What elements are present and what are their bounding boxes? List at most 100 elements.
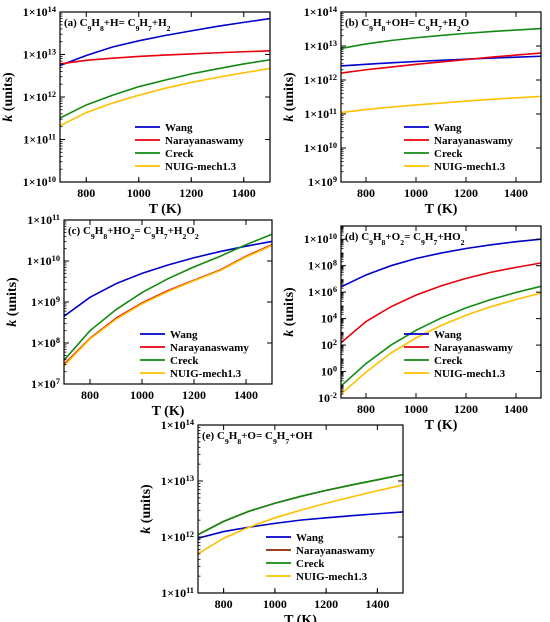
panel-c: 800 1000 1200 14001×1071×1081×1091×10101×10… xyxy=(5,213,273,419)
y-axis-unit: (units) xyxy=(5,277,20,320)
y-tick-label: 1×106 xyxy=(308,285,337,300)
legend-label: Narayanaswamy xyxy=(296,545,375,557)
series-line-nuig-mech1-3 xyxy=(64,244,272,367)
superscript: 12 xyxy=(48,90,56,99)
x-tick-label: 800 xyxy=(77,186,95,200)
series-line-narayanaswamy xyxy=(341,262,541,344)
legend-label: Wang xyxy=(434,122,462,134)
series-line-narayanaswamy xyxy=(341,52,541,74)
series-line-nuig-mech1-3 xyxy=(341,292,541,395)
text-part: 1×10 xyxy=(304,232,329,246)
text-part: (a) C xyxy=(64,17,88,29)
superscript: 0 xyxy=(333,364,337,373)
text-part: 1×10 xyxy=(161,418,186,432)
subscript: 9 xyxy=(421,238,425,247)
panel-title: (e) C9H8+O= C9H7+OH xyxy=(202,430,313,446)
text-part: 1×10 xyxy=(308,259,333,273)
x-axis-title: T (K) xyxy=(149,202,182,217)
panel-title: (a) C9H8+H= C9H7+H2 xyxy=(64,17,171,33)
superscript: 11 xyxy=(52,213,60,222)
y-axis-symbol: k xyxy=(1,115,16,122)
y-tick-label: 1×109 xyxy=(31,295,60,310)
y-axis-unit: (units) xyxy=(282,72,297,115)
y-tick-label: 1×1012 xyxy=(304,73,337,88)
superscript: 10 xyxy=(329,232,337,241)
subscript: 9 xyxy=(151,232,155,241)
text-part: 1×10 xyxy=(161,474,186,488)
superscript: 12 xyxy=(329,73,337,82)
text-part: 10 xyxy=(321,365,333,379)
subscript: 7 xyxy=(148,24,152,33)
x-tick-label: 1400 xyxy=(232,186,256,200)
text-part: (d) C xyxy=(345,231,369,243)
y-tick-label: 104 xyxy=(321,311,338,326)
y-axis-unit: (units) xyxy=(1,72,16,115)
text-part: O xyxy=(186,225,195,237)
x-tick-label: 1000 xyxy=(130,388,154,402)
superscript: 10 xyxy=(48,175,56,184)
legend-label: Narayanaswamy xyxy=(434,342,513,354)
text-part: H xyxy=(155,225,164,237)
y-axis-title: k (units) xyxy=(282,287,297,337)
text-part: 1×10 xyxy=(27,254,52,268)
superscript: 9 xyxy=(56,295,60,304)
panel-b: 800 1000 1200 14001×1091×10101×10111×10121×… xyxy=(282,5,542,217)
x-tick-label: 1000 xyxy=(404,402,428,416)
superscript: 7 xyxy=(56,377,60,386)
subscript: 8 xyxy=(237,437,241,446)
y-tick-label: 1×1013 xyxy=(23,47,56,62)
y-tick-label: 1×1010 xyxy=(304,232,337,247)
legend-label: NUIG-mech1.3 xyxy=(165,161,237,173)
text-part: 1×10 xyxy=(304,39,329,53)
text-part: 10 xyxy=(321,338,333,352)
y-tick-label: 1×1010 xyxy=(27,254,60,269)
y-tick-label: 1×108 xyxy=(308,258,337,273)
text-part: 1×10 xyxy=(161,586,186,600)
text-part: 1×10 xyxy=(31,336,56,350)
superscript: 10 xyxy=(52,254,60,263)
legend-label: Creck xyxy=(296,558,325,570)
x-tick-label: 1400 xyxy=(234,388,258,402)
text-part: 1×10 xyxy=(31,295,56,309)
subscript: 2 xyxy=(131,232,135,241)
y-tick-label: 1×1010 xyxy=(304,141,337,156)
series-line-creck xyxy=(60,59,270,119)
superscript: 10 xyxy=(329,141,337,150)
subscript: 9 xyxy=(426,24,430,33)
x-tick-label: 800 xyxy=(81,388,99,402)
subscript: 2 xyxy=(195,232,199,241)
superscript: 11 xyxy=(329,107,337,116)
subscript: 8 xyxy=(382,24,386,33)
panel-title: (b) C9H8+OH= C9H7+H2O xyxy=(345,17,470,33)
superscript: 8 xyxy=(333,258,337,267)
series-line-creck xyxy=(341,27,541,50)
x-axis-title: T (K) xyxy=(425,418,458,433)
text-part: H xyxy=(373,17,382,29)
y-axis-symbol: k xyxy=(282,330,297,337)
x-tick-label: 800 xyxy=(357,186,375,200)
x-tick-label: 800 xyxy=(357,402,375,416)
x-tick-label: 1200 xyxy=(179,186,203,200)
x-tick-label: 1000 xyxy=(127,186,151,200)
superscript: 13 xyxy=(329,39,337,48)
panel-title: (c) C9H8+HO2= C9H7+H2O2 xyxy=(68,225,199,241)
superscript: 6 xyxy=(333,285,337,294)
x-tick-label: 1400 xyxy=(504,402,528,416)
subscript: 2 xyxy=(400,238,404,247)
legend-label: NUIG-mech1.3 xyxy=(170,368,242,380)
x-axis-title: T (K) xyxy=(425,202,458,217)
superscript: -2 xyxy=(330,391,337,400)
legend-label: Wang xyxy=(296,532,324,544)
panel-title: (d) C9H8+O2= C9H7+HO2 xyxy=(345,231,465,247)
subscript: 2 xyxy=(457,24,461,33)
x-tick-label: 1400 xyxy=(365,597,389,611)
legend-label: Narayanaswamy xyxy=(170,342,249,354)
legend-label: Narayanaswamy xyxy=(165,135,244,147)
legend-label: Narayanaswamy xyxy=(434,135,513,147)
y-tick-label: 1×1013 xyxy=(161,474,194,489)
superscript: 4 xyxy=(333,311,338,320)
y-tick-label: 1×109 xyxy=(308,175,337,190)
